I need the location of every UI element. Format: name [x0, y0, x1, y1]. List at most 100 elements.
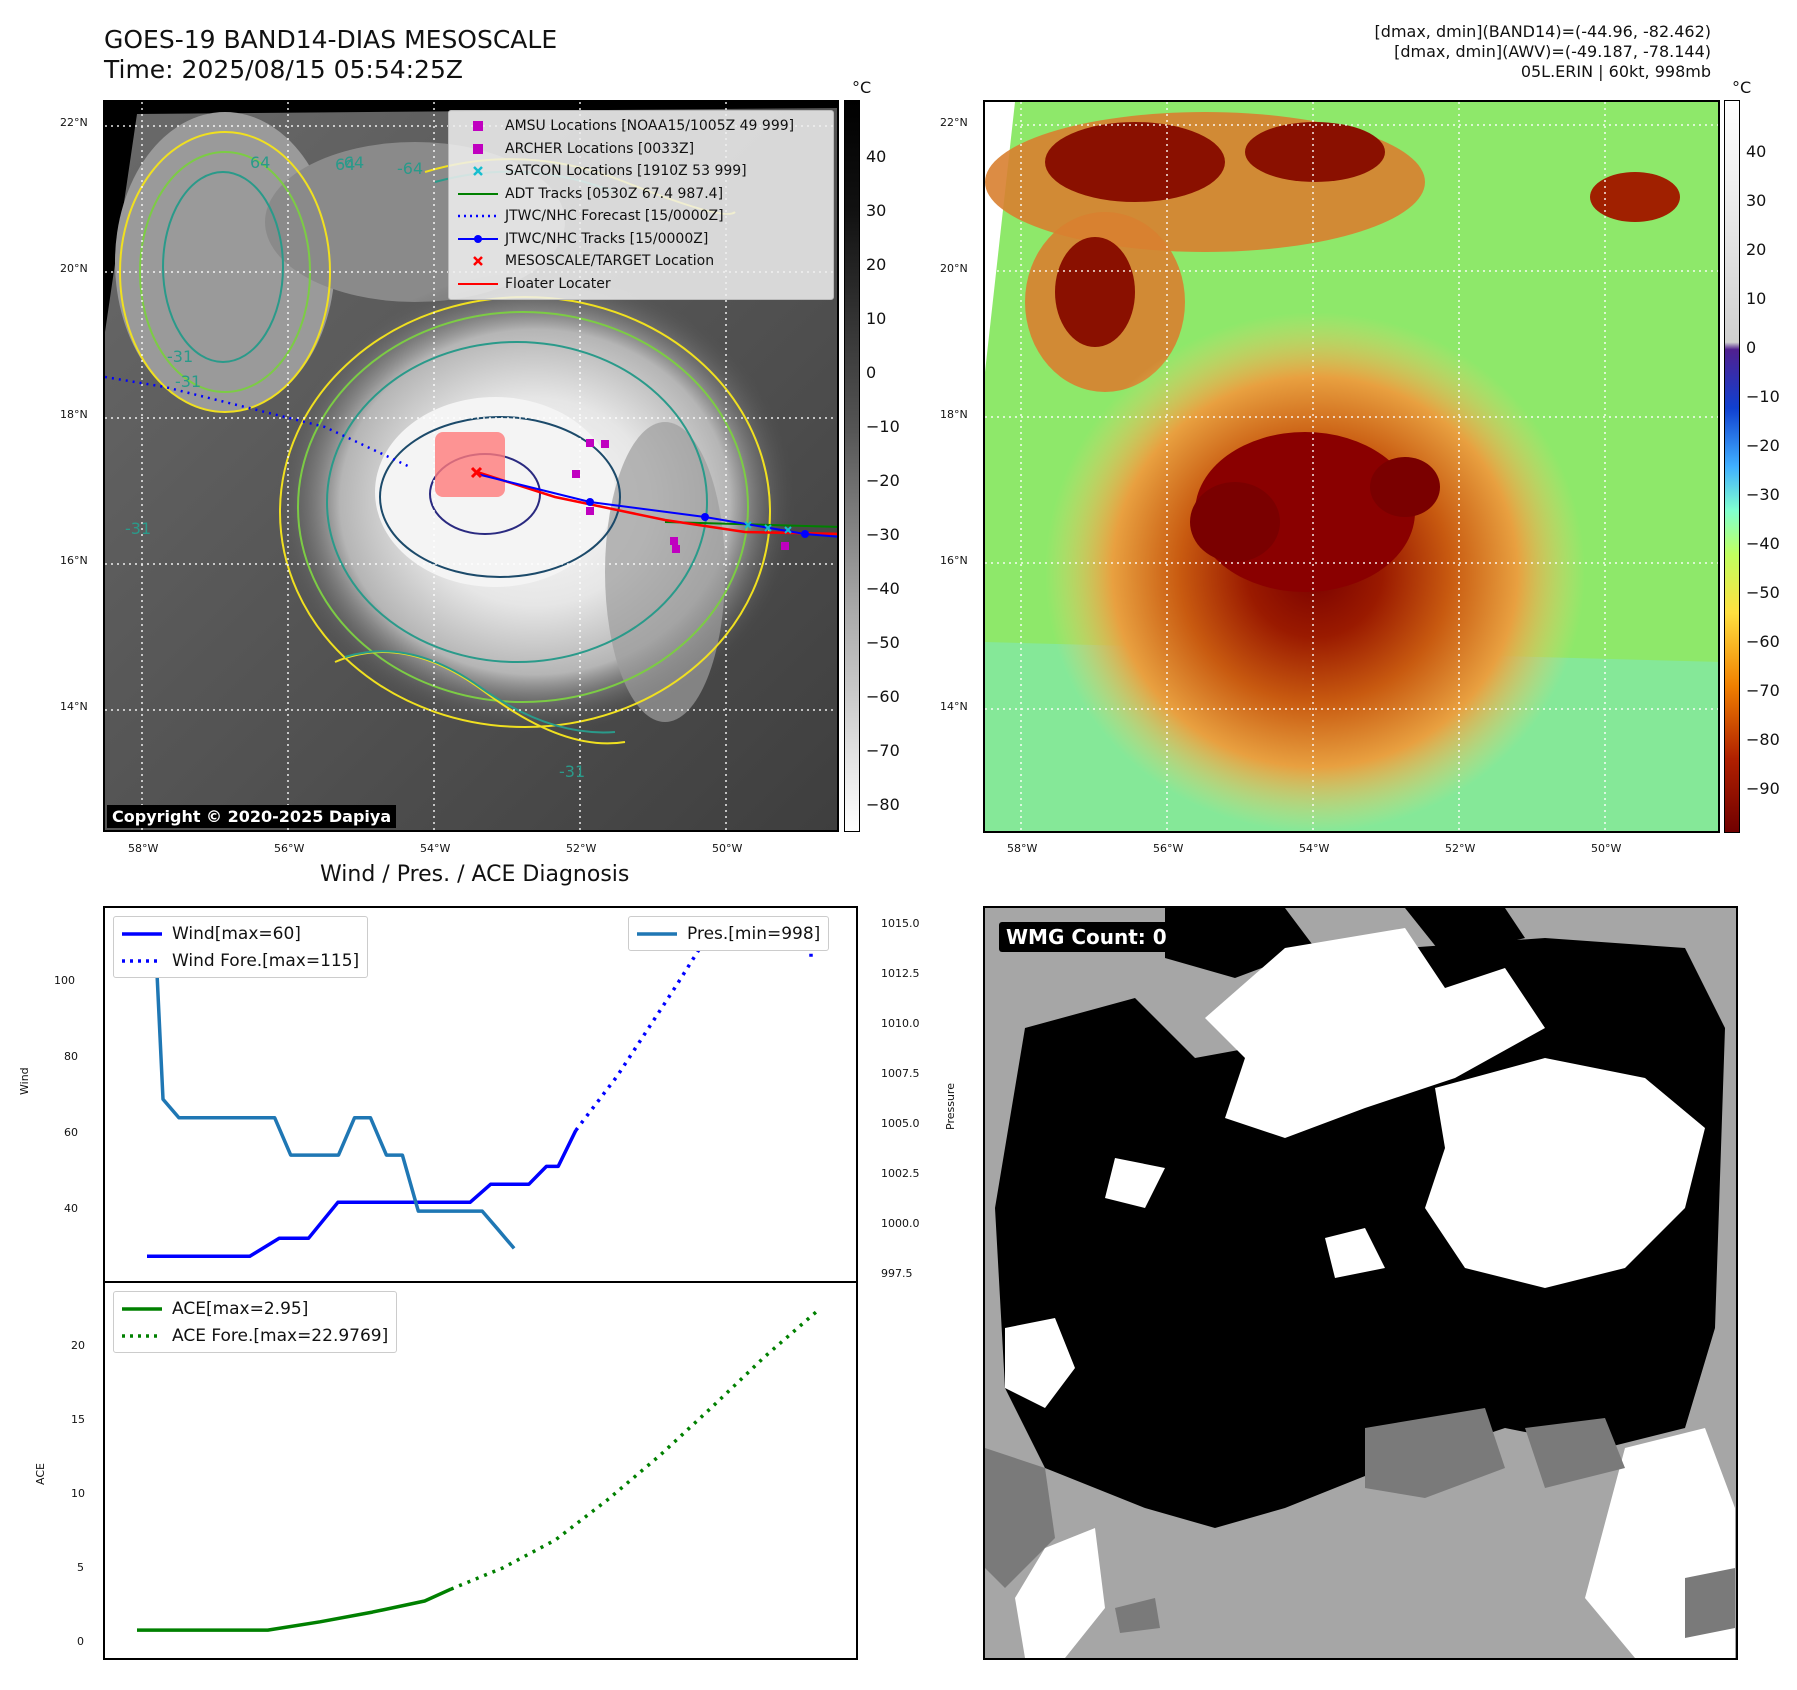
- map-legend: AMSU Locations [NOAA15/1005Z 49 999] ARC…: [448, 110, 834, 300]
- colorbar-tick: 40: [1746, 142, 1767, 161]
- lon-tick: 52°W: [1445, 842, 1476, 855]
- lat-tick: 22°N: [940, 116, 968, 129]
- lat-tick: 22°N: [60, 116, 88, 129]
- colorbar-tick: −20: [1746, 436, 1780, 455]
- lat-tick: 20°N: [60, 262, 88, 275]
- lon-tick: 58°W: [1007, 842, 1038, 855]
- lon-tick: 50°W: [712, 842, 743, 855]
- colorbar-tick: 10: [1746, 289, 1767, 308]
- archer-marker: [672, 545, 680, 553]
- colorbar-tick: −10: [866, 417, 900, 436]
- wind-ytick: 40: [64, 1202, 78, 1215]
- colorbar-tick: −30: [866, 525, 900, 544]
- pressure-ytick: 1000.0: [881, 1217, 920, 1230]
- colorbar-tick: 40: [866, 147, 887, 166]
- jtwc-track-point: [801, 530, 809, 538]
- ace-ytick: 15: [71, 1413, 85, 1426]
- contour-label: 64: [250, 153, 270, 172]
- colorbar-tick: −50: [866, 633, 900, 652]
- pressure-ytick: 1015.0: [881, 917, 920, 930]
- contour-label: -31: [559, 762, 585, 781]
- legend-item-satcon: SATCON Locations [1910Z 53 999]: [457, 160, 825, 183]
- lat-tick: 14°N: [60, 700, 88, 713]
- wmg-count-label: WMG Count: 0: [999, 922, 1174, 952]
- lon-tick: 54°W: [420, 842, 451, 855]
- ir-map-panel: 64 64 -64 -64 -31 -31 -31 -31: [103, 100, 839, 832]
- wmg-image: [985, 908, 1735, 1658]
- pressure-ytick: 1010.0: [881, 1017, 920, 1030]
- legend-item-ace: ACE[max=2.95]: [122, 1298, 309, 1319]
- colorbar-tick: −60: [866, 687, 900, 706]
- ir-colorbar: [844, 100, 860, 832]
- wind-ytick: 100: [54, 974, 75, 987]
- ace-ytick: 5: [77, 1561, 84, 1574]
- colorbar-tick: −30: [1746, 485, 1780, 504]
- colorbar-tick: 0: [866, 363, 877, 382]
- ace-ytick: 10: [71, 1487, 85, 1500]
- diagnosis-title: Wind / Pres. / ACE Diagnosis: [320, 862, 630, 887]
- lat-tick: 18°N: [940, 408, 968, 421]
- ace-ylabel: ACE: [34, 1463, 47, 1485]
- lat-tick: 20°N: [940, 262, 968, 275]
- legend-item-pressure: Pres.[min=998]: [637, 923, 821, 944]
- contour-label: 64: [335, 155, 355, 174]
- pressure-ytick: 1005.0: [881, 1117, 920, 1130]
- colorbar-tick: 0: [1746, 338, 1757, 357]
- jtwc-track-point: [586, 498, 594, 506]
- legend-item-wind-fore: Wind Fore.[max=115]: [122, 950, 360, 971]
- pressure-ytick: 1002.5: [881, 1167, 920, 1180]
- wind-ytick: 60: [64, 1126, 78, 1139]
- lon-tick: 52°W: [566, 842, 597, 855]
- lat-tick: 16°N: [60, 554, 88, 567]
- contour-label: -31: [125, 519, 151, 538]
- wind-forecast-line: [574, 931, 813, 1132]
- pressure-legend: Pres.[min=998]: [628, 916, 830, 951]
- archer-marker: [781, 542, 789, 550]
- ace-series-line: [137, 1587, 452, 1632]
- legend-item-target: MESOSCALE/TARGET Location: [457, 250, 825, 273]
- archer-marker: [586, 507, 594, 515]
- wind-pressure-plot: [147, 929, 813, 1258]
- lon-tick: 54°W: [1299, 842, 1330, 855]
- lat-tick: 18°N: [60, 408, 88, 421]
- archer-marker: [572, 470, 580, 478]
- contour-label: -31: [175, 372, 201, 391]
- colorbar-tick: −70: [866, 741, 900, 760]
- legend-item-forecast: JTWC/NHC Forecast [15/0000Z]: [458, 208, 724, 225]
- pressure-ytick: 997.5: [881, 1267, 913, 1280]
- colorbar-tick: −40: [1746, 534, 1780, 553]
- ace-legend: ACE[max=2.95] ACE Fore.[max=22.9769]: [113, 1291, 398, 1353]
- colorbar-tick: −60: [1746, 632, 1780, 651]
- floater-locater: [476, 470, 837, 536]
- contour-label: -31: [167, 347, 193, 366]
- wind-ylabel: Wind: [18, 1067, 31, 1095]
- colorbar-tick: 20: [1746, 240, 1767, 259]
- jtwc-track-point: [701, 513, 709, 521]
- info-line2: [dmax, dmin](AWV)=(-49.187, -78.144): [1394, 42, 1711, 61]
- lat-tick: 14°N: [940, 700, 968, 713]
- amsu-marker: [586, 439, 594, 447]
- colorbar-tick: −40: [866, 579, 900, 598]
- colorbar-tick: 30: [1746, 191, 1767, 210]
- colorbar-tick: −50: [1746, 583, 1780, 602]
- lon-tick: 50°W: [1591, 842, 1622, 855]
- enhanced-map-panel: [983, 100, 1720, 833]
- contour-label: -64: [338, 153, 364, 172]
- figure-title-line1: GOES-19 BAND14-DIAS MESOSCALE: [104, 25, 558, 54]
- ace-ytick: 0: [77, 1635, 84, 1648]
- figure-title-line2: Time: 2025/08/15 05:54:25Z: [104, 55, 463, 84]
- colorbar-tick: 20: [866, 255, 887, 274]
- mesoscale-target-marker: [470, 466, 483, 479]
- pressure-series-line: [147, 929, 516, 1250]
- pressure-ylabel: Pressure: [944, 1083, 957, 1130]
- pressure-ytick: 1012.5: [881, 967, 920, 980]
- colorbar-tick: −10: [1746, 387, 1780, 406]
- wind-ytick: 80: [64, 1050, 78, 1063]
- colorbar-tick: −20: [866, 471, 900, 490]
- target-area: [435, 432, 505, 497]
- legend-item-adt: ADT Tracks [0530Z 67.4 987.4]: [458, 185, 724, 202]
- amsu-marker: [601, 440, 609, 448]
- ace-ytick: 20: [71, 1339, 85, 1352]
- wmg-panel: WMG Count: 0: [983, 906, 1738, 1660]
- legend-item-floater: Floater Locater: [458, 275, 611, 292]
